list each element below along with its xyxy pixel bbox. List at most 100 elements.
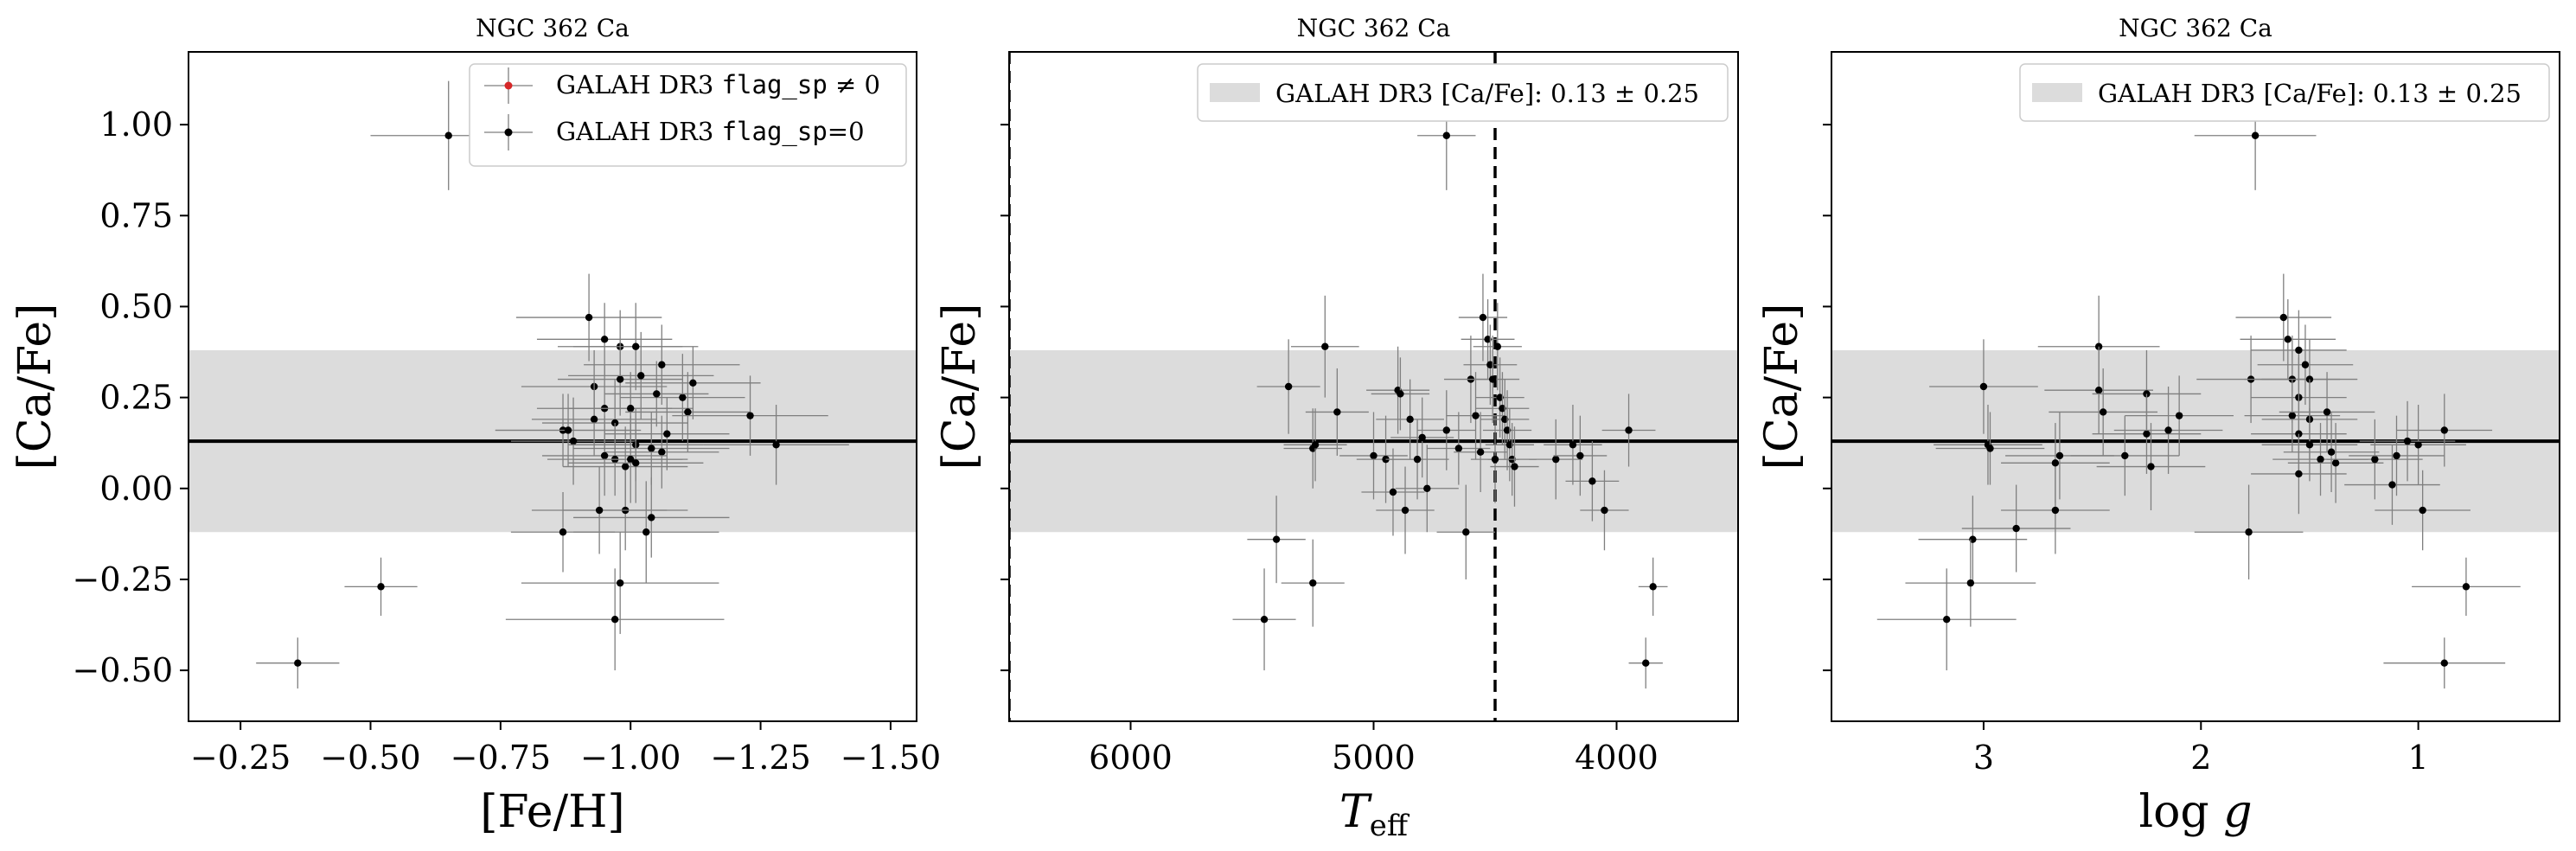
data-point <box>2440 659 2448 667</box>
data-point <box>1442 426 1451 434</box>
axes-frame <box>188 51 917 722</box>
data-point <box>2051 506 2060 515</box>
data-point <box>2414 441 2422 449</box>
data-point <box>616 375 624 383</box>
data-point <box>1401 506 1409 515</box>
x-axis-label-sub: eff <box>1370 809 1410 843</box>
x-tick-label: 6000 <box>1089 739 1173 777</box>
x-tick-label: −1.25 <box>710 739 810 777</box>
axes-frame <box>1831 51 2560 722</box>
data-point <box>2094 387 2103 394</box>
data-point <box>2279 313 2287 322</box>
y-axis-label: [Ca/Fe] <box>1756 304 1808 470</box>
data-point <box>2143 430 2151 438</box>
data-point <box>2419 506 2426 515</box>
data-point <box>658 361 666 368</box>
data-point <box>2143 390 2151 398</box>
data-point <box>2305 375 2314 383</box>
data-point <box>1569 441 1577 449</box>
data-point <box>1943 616 1951 624</box>
data-point <box>1389 488 1397 496</box>
x-axis-label-g: g <box>2223 786 2252 838</box>
data-point <box>600 336 609 343</box>
y-tick-label: −0.50 <box>73 651 173 689</box>
data-point <box>1406 415 1414 424</box>
legend-label-suffix: ≠ 0 <box>828 70 880 99</box>
y-tick-label: 0.50 <box>99 287 173 325</box>
data-point <box>2327 448 2336 456</box>
legend-band-swatch <box>2032 83 2082 102</box>
data-point <box>564 426 572 434</box>
data-point <box>1272 535 1281 543</box>
data-point <box>1588 477 1596 485</box>
data-point <box>1462 528 1470 536</box>
x-tick-label: −0.25 <box>190 739 291 777</box>
legend: GALAH DR3 [Ca/Fe]: 0.13 ± 0.25 <box>2019 63 2550 122</box>
data-point <box>2317 455 2324 464</box>
plot-area <box>1831 80 2560 689</box>
data-point <box>2055 451 2064 460</box>
data-point <box>1476 448 1485 456</box>
legend-label-prefix: GALAH DR3 <box>556 117 722 146</box>
data-point <box>1309 579 1317 587</box>
data-point <box>1486 361 1494 368</box>
data-point <box>1311 441 1320 449</box>
data-point <box>2301 361 2310 368</box>
data-point <box>1454 445 1463 452</box>
data-point <box>2099 408 2107 416</box>
x-tick-label: 4000 <box>1575 739 1659 777</box>
data-point <box>1503 426 1512 434</box>
x-tick-label: −0.50 <box>320 739 420 777</box>
data-point <box>1418 433 1426 442</box>
data-point <box>2051 459 2060 467</box>
data-point <box>2331 459 2340 467</box>
data-point <box>600 451 609 460</box>
data-point <box>559 528 567 536</box>
panel-title: NGC 362 Ca <box>476 14 630 42</box>
data-point <box>1370 451 1377 460</box>
data-point <box>1488 375 1497 383</box>
x-axis-label: [Fe/H] <box>480 786 624 838</box>
data-point <box>2462 583 2471 591</box>
data-point <box>1499 405 1506 413</box>
data-point <box>595 506 604 515</box>
panel-2: 6000 5000 4000 NGC 362 Ca [Ca/Fe] Teff GALAH D… <box>934 14 1739 843</box>
data-point <box>1552 455 1560 464</box>
data-point <box>1576 451 1584 460</box>
data-point <box>2164 426 2172 434</box>
data-point <box>1321 342 1329 350</box>
data-point <box>1625 426 1633 434</box>
legend-marker <box>504 128 513 137</box>
data-point <box>1442 131 1451 139</box>
y-tick-label: 0.25 <box>99 379 173 417</box>
data-point <box>585 313 593 322</box>
data-point <box>1505 441 1514 449</box>
legend-label: GALAH DR3 flag_sp=0 <box>556 117 865 147</box>
data-point <box>1642 659 1650 667</box>
y-axis-label: [Ca/Fe] <box>934 304 986 470</box>
data-point <box>627 455 635 464</box>
data-point <box>2371 455 2379 464</box>
panel-title: NGC 362 Ca <box>2119 14 2272 42</box>
data-point <box>294 659 302 667</box>
legend-label-suffix: =0 <box>828 117 865 146</box>
data-point <box>2295 346 2303 355</box>
legend-box <box>2019 63 2550 122</box>
data-point <box>1511 463 1518 470</box>
data-point <box>658 448 666 456</box>
data-point <box>1491 455 1499 464</box>
x-tick-label: −0.75 <box>451 739 551 777</box>
data-point <box>610 419 619 427</box>
data-point <box>689 379 697 387</box>
plot-area <box>1009 52 1738 721</box>
data-point <box>746 412 754 419</box>
data-point <box>653 390 661 398</box>
data-point <box>1333 408 1341 416</box>
data-point <box>1284 382 1293 391</box>
data-point <box>2393 451 2400 460</box>
data-point <box>2284 336 2292 343</box>
data-point <box>1479 313 1487 322</box>
panel-1: −0.50 −0.25 0.00 0.25 0.50 0.75 1.00 −0.25 −0.50… <box>10 14 941 838</box>
